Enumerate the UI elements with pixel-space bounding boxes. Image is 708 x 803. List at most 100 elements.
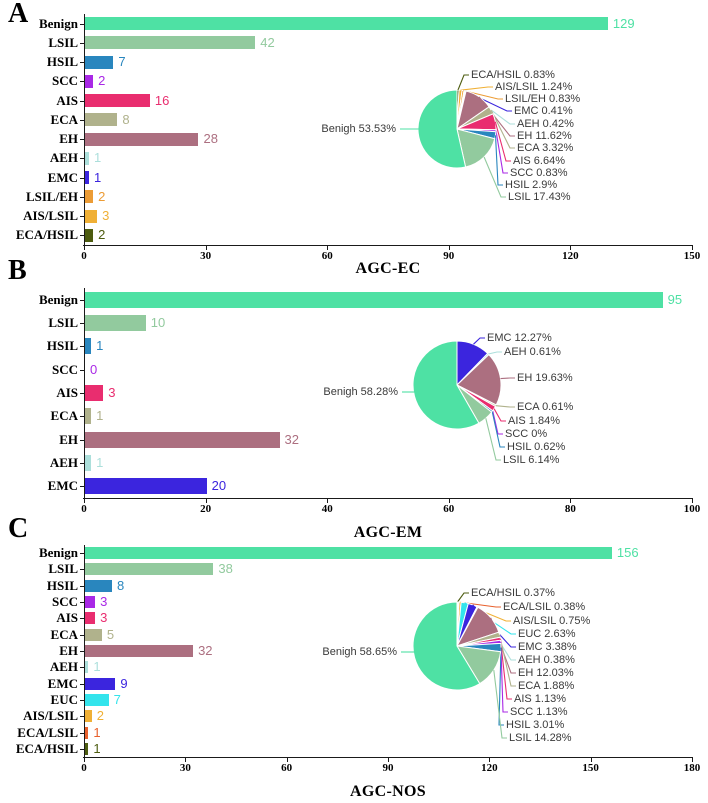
bar-value-scc: 0 bbox=[90, 361, 98, 377]
bar-value-eh: 28 bbox=[203, 131, 218, 147]
pie-slice-ais-lsil bbox=[456, 601, 462, 647]
pie-label-eca-hsil: ECA/HSIL 0.83% bbox=[471, 69, 555, 81]
pie-label-scc: SCC 0% bbox=[505, 428, 547, 440]
x-tick-label: 0 bbox=[81, 250, 87, 262]
pie-slice-hsil bbox=[456, 128, 497, 140]
pie-leader-eca-lsil bbox=[458, 601, 501, 608]
pie-leader-hsil bbox=[491, 411, 505, 448]
category-label-ais-lsil: AIS/LSIL bbox=[23, 708, 78, 724]
bar-value-emc: 1 bbox=[94, 169, 102, 185]
category-label-euc: EUC bbox=[50, 691, 78, 707]
pie-leader-ais-lsil bbox=[460, 86, 493, 91]
bar-hsil bbox=[85, 338, 92, 355]
bar-value-hsil: 7 bbox=[118, 54, 126, 70]
x-tick-label: 100 bbox=[683, 503, 701, 515]
pie-leader-eca-hsil bbox=[457, 74, 469, 91]
pie-label-eh: EH 11.62% bbox=[517, 130, 572, 142]
category-label-emc: EMC bbox=[47, 478, 78, 494]
bar-hsil bbox=[85, 55, 114, 69]
y-axis-tick bbox=[80, 732, 84, 734]
y-axis bbox=[84, 14, 85, 245]
pie-slice-emc bbox=[456, 340, 489, 387]
y-axis-tick bbox=[80, 235, 84, 237]
x-axis-tick bbox=[692, 246, 693, 250]
pie-slice-lsil-eh bbox=[456, 89, 465, 130]
bar-value-benign: 156 bbox=[616, 545, 639, 561]
bar-value-lsil-eh: 2 bbox=[98, 188, 106, 204]
y-axis-tick bbox=[80, 369, 84, 371]
bar-value-benign: 95 bbox=[667, 291, 683, 307]
pie-leader-hsil bbox=[494, 135, 503, 186]
category-label-lsil: LSIL bbox=[48, 34, 78, 50]
pie-leader-eh bbox=[478, 96, 515, 137]
pie-label-eh: EH 12.03% bbox=[518, 667, 574, 679]
x-axis-tick bbox=[570, 246, 572, 250]
y-axis bbox=[84, 545, 85, 757]
bar-value-emc: 20 bbox=[211, 478, 227, 494]
bar-value-lsil: 10 bbox=[150, 315, 166, 330]
y-axis-tick bbox=[80, 216, 84, 218]
bar-value-ais: 16 bbox=[154, 92, 170, 108]
pie-label-eca-hsil: ECA/HSIL 0.37% bbox=[471, 587, 555, 599]
pie-leader-lsil bbox=[493, 670, 507, 739]
bar-emc bbox=[85, 478, 207, 495]
bar-value-eca-hsil: 1 bbox=[93, 740, 101, 756]
pie-slice-scc bbox=[456, 639, 502, 647]
category-label-benign: Benign bbox=[38, 15, 78, 31]
bar-ais bbox=[85, 385, 104, 401]
bar-value-emc: 9 bbox=[120, 675, 128, 691]
x-axis bbox=[83, 245, 693, 246]
x-axis-tick bbox=[590, 758, 592, 762]
x-axis-tick bbox=[327, 499, 329, 503]
bar-value-ais: 3 bbox=[108, 385, 116, 400]
x-axis-tick bbox=[692, 758, 693, 762]
y-axis-tick bbox=[80, 651, 84, 652]
y-axis-tick bbox=[80, 42, 84, 44]
x-axis-tick bbox=[84, 499, 85, 503]
pie-slice-hsil bbox=[456, 642, 502, 653]
y-axis-tick bbox=[80, 618, 84, 620]
x-tick-label: 60 bbox=[443, 503, 455, 515]
x-axis-tick bbox=[692, 499, 693, 503]
y-axis-tick bbox=[80, 602, 84, 604]
pie-slice-ais bbox=[456, 113, 497, 131]
pie-leader-emc bbox=[472, 604, 516, 648]
category-label-aeh: AEH bbox=[49, 659, 78, 675]
x-axis-tick bbox=[286, 758, 288, 762]
bar-lsil-eh bbox=[85, 190, 94, 204]
pie-slice-lsil bbox=[456, 128, 496, 168]
pie-label-euc: EUC 2.63% bbox=[518, 628, 576, 640]
pie-label-lsil: LSIL 6.14% bbox=[503, 454, 560, 466]
category-label-aeh: AEH bbox=[49, 455, 78, 470]
pie-leader-ais bbox=[493, 408, 506, 422]
pie-leader-eca bbox=[498, 634, 516, 687]
pie-label-benigh: Benigh 58.65% bbox=[322, 646, 397, 658]
pie-label-ais: AIS 1.13% bbox=[514, 693, 566, 705]
bar-value-hsil: 8 bbox=[117, 577, 125, 593]
bar-value-aeh: 1 bbox=[94, 150, 102, 166]
x-tick-label: 150 bbox=[582, 762, 599, 774]
pie-leader-lsil bbox=[483, 156, 506, 198]
bar-ais-lsil bbox=[85, 710, 92, 723]
x-tick-label: 30 bbox=[200, 250, 212, 262]
category-label-ais-lsil: AIS/LSIL bbox=[23, 208, 78, 224]
pie-slice-eca-hsil bbox=[456, 601, 459, 647]
pie-slice-aeh bbox=[456, 606, 479, 647]
bar-emc bbox=[85, 171, 90, 185]
y-axis-tick bbox=[80, 346, 84, 348]
category-label-eh: EH bbox=[59, 131, 78, 147]
y-axis-tick bbox=[80, 299, 84, 301]
x-tick-label: 180 bbox=[683, 762, 701, 774]
y-axis-tick bbox=[80, 23, 84, 25]
x-axis-tick bbox=[489, 758, 491, 762]
pie-label-aeh: AEH 0.61% bbox=[504, 346, 561, 358]
y-axis-tick bbox=[80, 393, 84, 394]
pie-label-emc: EMC 3.38% bbox=[518, 641, 577, 653]
bar-ais bbox=[85, 94, 150, 108]
pie-leader-lsil bbox=[485, 418, 501, 461]
panel-letter-b: B bbox=[8, 255, 27, 286]
pie-slice-emc bbox=[456, 90, 466, 130]
pie-slice-lsil bbox=[456, 384, 493, 424]
y-axis-tick bbox=[80, 748, 84, 750]
x-axis-tick bbox=[327, 246, 329, 250]
